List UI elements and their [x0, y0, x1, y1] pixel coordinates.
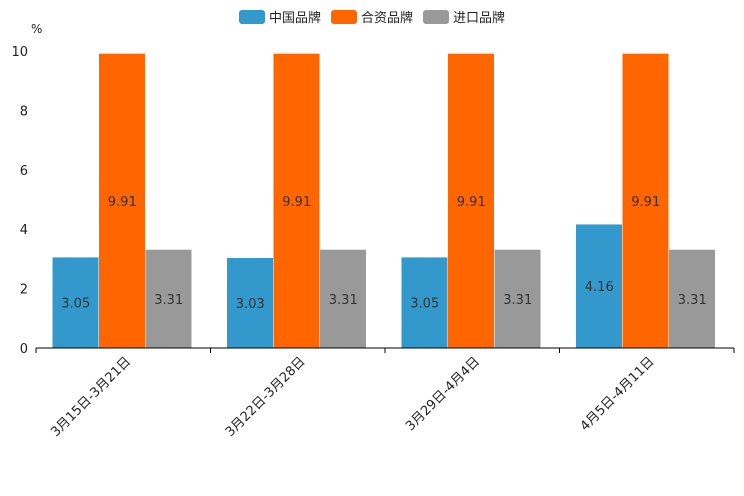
- x-tick-label: 4月5日-4月11日: [578, 354, 658, 434]
- data-label: 9.91: [631, 195, 660, 210]
- legend-swatch-joint-venture-brand: [330, 9, 357, 24]
- legend: 中国品牌 合资品牌 进口品牌: [0, 7, 744, 26]
- legend-item-china-brand[interactable]: 中国品牌: [238, 7, 321, 26]
- bar-china-brand[interactable]: [401, 257, 448, 348]
- y-axis: 0 2 4 6 8 10: [11, 45, 28, 357]
- y-tick-label: 0: [20, 342, 28, 357]
- data-label: 9.91: [282, 195, 311, 210]
- data-label: 4.16: [585, 280, 614, 295]
- bar-imported-brand[interactable]: [669, 249, 715, 348]
- x-axis: 3月15日-3月21日 3月22日-3月28日 3月29日-4月4日 4月5日-4月1…: [35, 348, 735, 440]
- legend-item-imported-brand[interactable]: 进口品牌: [423, 7, 505, 26]
- bar-china-brand[interactable]: [576, 224, 622, 348]
- legend-label-joint-venture-brand: 合资品牌: [360, 11, 413, 26]
- legend-label-imported-brand: 进口品牌: [453, 11, 506, 26]
- data-label: 3.05: [410, 297, 439, 312]
- y-tick-label: 2: [20, 283, 28, 298]
- data-label: 3.31: [503, 293, 532, 308]
- y-axis-unit-label: %: [31, 22, 42, 36]
- legend-swatch-imported-brand: [423, 9, 449, 24]
- legend-label-china-brand: 中国品牌: [268, 11, 321, 26]
- data-label: 3.03: [236, 297, 265, 312]
- y-tick-label: 10: [11, 45, 28, 60]
- y-tick-label: 4: [20, 223, 28, 238]
- bars-group: [52, 53, 715, 348]
- x-tick-label: 3月29日-4月4日: [403, 354, 483, 434]
- y-tick-label: 6: [20, 164, 28, 179]
- bar-imported-brand[interactable]: [145, 249, 192, 348]
- bar-joint-venture-brand[interactable]: [273, 53, 320, 348]
- legend-swatch-china-brand: [238, 9, 265, 24]
- data-label: 3.31: [678, 293, 707, 308]
- x-tick-label: 3月15日-3月21日: [48, 354, 134, 440]
- data-label: 9.91: [457, 195, 486, 210]
- bar-joint-venture-brand[interactable]: [448, 53, 494, 348]
- data-labels-group: 3.05 9.91 3.31 3.03 9.91 3.31 3.05 9.91 3.31 4.16…: [61, 195, 706, 312]
- x-tick-label: 3月22日-3月28日: [223, 354, 309, 440]
- y-tick-label: 8: [20, 104, 28, 119]
- bar-china-brand[interactable]: [52, 257, 99, 348]
- bar-imported-brand[interactable]: [494, 249, 541, 348]
- bar-joint-venture-brand[interactable]: [99, 53, 145, 348]
- data-label: 3.05: [61, 297, 90, 312]
- bar-china-brand[interactable]: [227, 258, 273, 348]
- legend-item-joint-venture-brand[interactable]: 合资品牌: [330, 7, 413, 26]
- data-label: 3.31: [154, 293, 183, 308]
- bar-imported-brand[interactable]: [320, 249, 366, 348]
- data-label: 9.91: [108, 195, 137, 210]
- data-label: 3.31: [329, 293, 358, 308]
- bar-joint-venture-brand[interactable]: [622, 53, 669, 348]
